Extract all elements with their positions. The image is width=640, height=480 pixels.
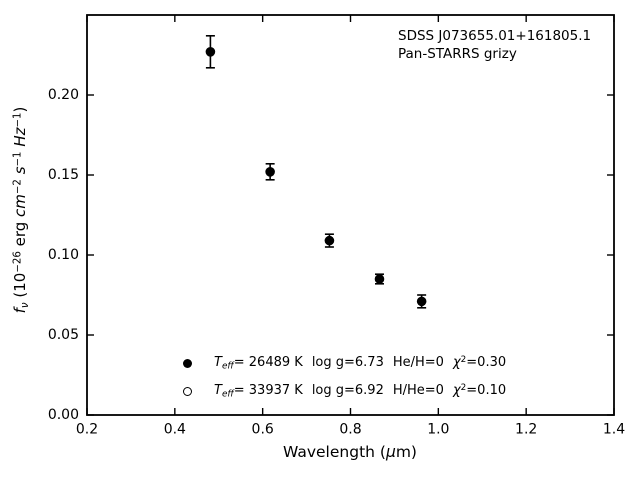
plot-canvas: 0.2 0.4 0.6 0.8 1.0 1.2 1.4 0.00 0.05 0.10 0.15 0.2… — [0, 0, 640, 480]
x-axis-label: Wavelength (μm) — [283, 443, 417, 461]
x-tick-label: 0.2 — [76, 422, 98, 438]
y-tick-label: 0.20 — [48, 87, 79, 103]
annotation-line-1: SDSS J073655.01+161805.1 — [398, 28, 591, 46]
open-circle-icon — [183, 387, 192, 396]
legend-text-model-1: Teff= 26489 Klog g=6.73He/H=0χ2=0.30 — [214, 355, 506, 372]
teff-subscript: eff — [222, 361, 234, 371]
data-point-g — [206, 47, 216, 57]
y-tick-label: 0.10 — [48, 247, 79, 263]
legend-row-model-1: Teff= 26489 Klog g=6.73He/H=0χ2=0.30 — [183, 354, 506, 372]
teff-value: = 33937 K — [234, 383, 303, 398]
mu-symbol: μ — [386, 443, 396, 461]
y-tick-label: 0.00 — [48, 407, 79, 423]
x-tick-label: 1.4 — [603, 422, 625, 438]
flux-symbol: f — [11, 308, 29, 313]
chi-value: =0.30 — [466, 355, 506, 370]
y-tick-label: 0.15 — [48, 167, 79, 183]
nu-subscript: ν — [20, 302, 31, 308]
ten-exponent: −26 — [12, 251, 23, 273]
data-point-r — [265, 167, 275, 177]
chi-symbol: χ — [453, 355, 461, 370]
teff-value: = 26489 K — [234, 355, 303, 370]
teff-symbol: T — [214, 355, 222, 370]
x-tick-label: 1.0 — [427, 422, 449, 438]
legend-text-model-2: Teff= 33937 Klog g=6.92H/He=0χ2=0.10 — [214, 383, 506, 400]
abundance-ratio: H/He=0 — [393, 383, 444, 398]
chi-symbol: χ — [453, 383, 461, 398]
teff-subscript: eff — [222, 389, 234, 399]
data-point-z — [375, 274, 385, 284]
x-tick-label: 0.6 — [252, 422, 274, 438]
data-point-y — [417, 297, 427, 307]
filled-circle-icon — [183, 359, 192, 368]
abundance-ratio: He/H=0 — [393, 355, 444, 370]
x-tick-label: 1.2 — [515, 422, 537, 438]
data-point-i — [325, 236, 335, 246]
teff-symbol: T — [214, 383, 222, 398]
x-tick-label: 0.4 — [164, 422, 186, 438]
chi-value: =0.10 — [466, 383, 506, 398]
logg-value: log g=6.92 — [312, 383, 384, 398]
y-axis-label: fν (10−26 erg cm−2 s−1 Hz−1) — [11, 107, 31, 314]
y-tick-label: 0.05 — [48, 327, 79, 343]
legend-row-model-2: Teff= 33937 Klog g=6.92H/He=0χ2=0.10 — [183, 382, 506, 400]
logg-value: log g=6.73 — [312, 355, 384, 370]
annotation-line-2: Pan-STARRS grizy — [398, 46, 591, 64]
figure: 0.2 0.4 0.6 0.8 1.0 1.2 1.4 0.00 0.05 0.10 0.15 0.2… — [0, 0, 640, 480]
annotation: SDSS J073655.01+161805.1 Pan-STARRS griz… — [398, 28, 591, 63]
x-tick-label: 0.8 — [339, 422, 361, 438]
